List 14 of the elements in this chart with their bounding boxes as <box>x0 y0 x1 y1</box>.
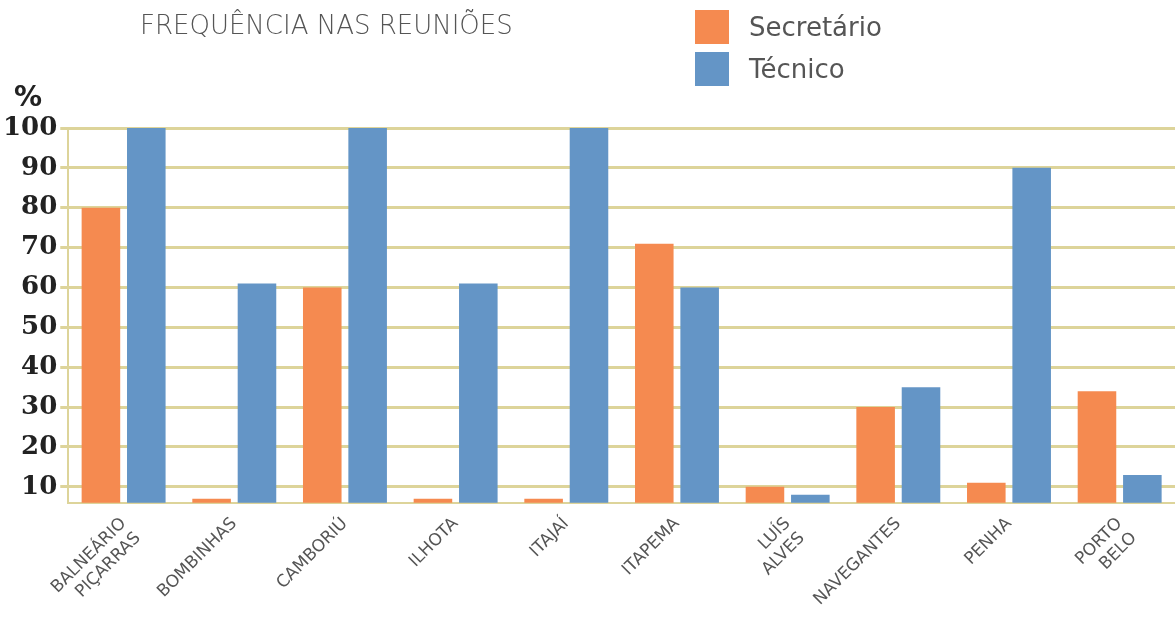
y-tick-label: 40 <box>21 349 58 380</box>
y-tick-label: 50 <box>21 310 58 341</box>
y-tick-label: 70 <box>21 230 58 261</box>
y-tick-label: 10 <box>21 469 58 500</box>
y-tick-label: 100 <box>2 110 58 141</box>
chart-title: FREQUÊNCIA NAS REUNIÕES <box>140 10 513 40</box>
y-tick-label: 20 <box>21 429 58 460</box>
legend-label: Técnico <box>749 54 845 84</box>
legend-label: Secretário <box>749 12 882 42</box>
y-tick-label: 90 <box>21 150 58 181</box>
y-tick-label: 30 <box>21 389 58 420</box>
y-tick-label: 60 <box>21 270 58 301</box>
y-tick-label: 80 <box>21 190 58 221</box>
y-axis-title: % <box>14 80 43 113</box>
